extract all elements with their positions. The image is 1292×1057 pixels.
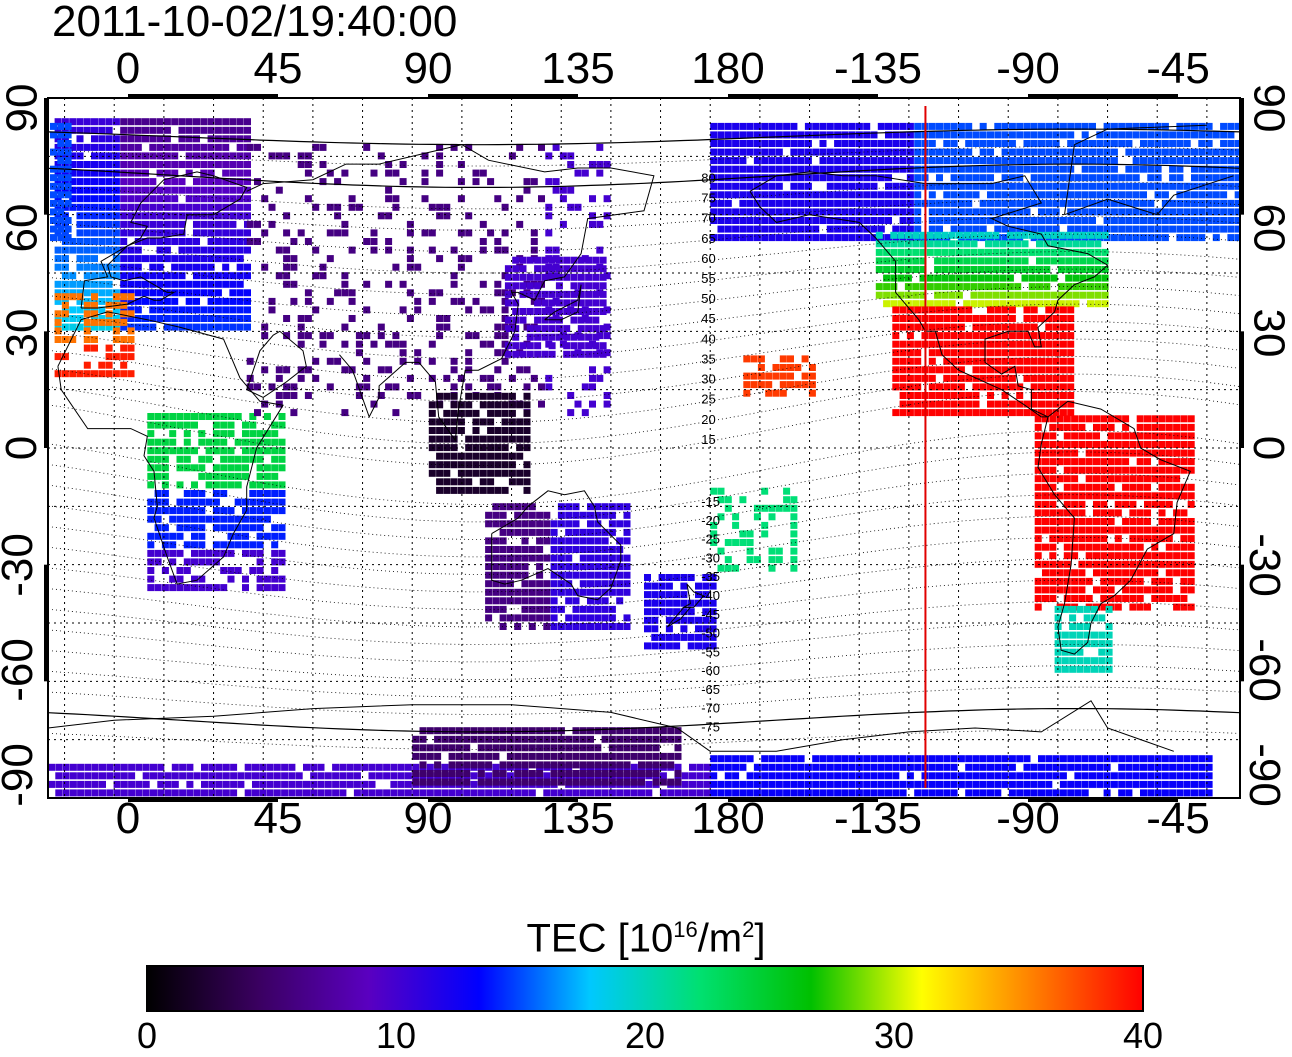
- lat-tick-left: 60: [0, 203, 47, 253]
- lon-tick-top: -90: [996, 44, 1060, 93]
- contour-label: -30: [701, 550, 720, 565]
- contour-label: -70: [701, 701, 720, 716]
- contour-label: 60: [701, 251, 715, 266]
- colorbar: [146, 965, 1144, 1012]
- colorbar-tick-label: 40: [1122, 1015, 1164, 1056]
- lat-tick-right: 30: [1244, 308, 1292, 358]
- contour-label: -75: [701, 719, 720, 734]
- lat-tick-right: 60: [1244, 203, 1292, 253]
- contour-label: 50: [701, 291, 715, 306]
- contour-label: -60: [701, 663, 720, 678]
- contour-label: 55: [701, 271, 715, 286]
- magnetic-latitude-contours: 80 75 70 65 60 55 50 45 40 35 30 25 20 15 -15 -20 -25 -30…: [48, 128, 1240, 750]
- lon-tick-top: 135: [541, 44, 615, 93]
- colorbar-label-exp1: 16: [673, 917, 698, 942]
- contour-label: -40: [701, 588, 720, 603]
- contour-label: -35: [701, 569, 720, 584]
- lon-tick-top: -45: [1146, 44, 1210, 93]
- graticule: [48, 98, 1240, 798]
- lat-tick-right: 0: [1244, 435, 1292, 461]
- colorbar-label-prefix: TEC [10: [526, 916, 674, 961]
- lon-tick-top: 180: [691, 44, 765, 93]
- contour-label: -50: [701, 626, 720, 641]
- colorbar-tick-label: 20: [624, 1015, 666, 1056]
- contour-label: -45: [701, 607, 720, 622]
- contour-label: 45: [701, 311, 715, 326]
- lat-tick-left: 90: [0, 83, 47, 133]
- contour-label: -55: [701, 644, 720, 659]
- lon-tick-top: 45: [253, 44, 303, 93]
- lon-tick-bottom: 0: [115, 794, 141, 843]
- contour-label: 40: [701, 331, 715, 346]
- colorbar-label-mid: /m: [697, 916, 743, 961]
- contour-label: -25: [701, 532, 720, 547]
- tec-data-layer: [48, 118, 1240, 797]
- contour-label: 75: [701, 191, 715, 206]
- lat-tick-left: 0: [0, 435, 47, 461]
- timestamp-title: 2011-10-02/19:40:00: [52, 0, 458, 46]
- lat-tick-right: -30: [1239, 533, 1289, 597]
- lon-tick-top: 0: [115, 44, 141, 93]
- contour-label: 25: [701, 392, 715, 407]
- colorbar-tick-label: 10: [375, 1015, 417, 1056]
- lon-tick-top: 90: [403, 44, 453, 93]
- lon-tick-bottom: -45: [1146, 794, 1210, 843]
- contour-label: 20: [701, 412, 715, 427]
- lon-tick-bottom: 45: [253, 794, 303, 843]
- colorbar-label-exp2: 2: [742, 917, 755, 942]
- contour-label: 80: [701, 170, 715, 185]
- contour-label: -20: [701, 513, 720, 528]
- contour-label: 35: [701, 351, 715, 366]
- contour-label: 30: [701, 372, 715, 387]
- contour-label: 15: [701, 432, 715, 447]
- contour-label: -15: [701, 494, 720, 509]
- contour-label: -65: [701, 682, 720, 697]
- lon-tick-bottom: 135: [541, 794, 615, 843]
- colorbar-tick-label: 0: [136, 1015, 158, 1056]
- map-frame-bars: [44, 94, 1244, 802]
- colorbar-tick-label: 30: [873, 1015, 915, 1056]
- lat-tick-right: -90: [1239, 743, 1289, 807]
- colorbar-label-suffix: ]: [754, 916, 766, 961]
- lat-tick-left: -60: [0, 638, 42, 702]
- lon-tick-top: -135: [833, 44, 923, 93]
- lat-tick-left: 30: [0, 308, 47, 358]
- colorbar-title: TEC [1016/m2]: [0, 906, 1292, 962]
- lat-tick-right: 90: [1244, 83, 1292, 133]
- lat-tick-left: -90: [0, 743, 42, 807]
- lon-tick-bottom: 90: [403, 794, 453, 843]
- contour-label: 70: [701, 211, 715, 226]
- lon-tick-bottom: 180: [691, 794, 765, 843]
- contour-label: 65: [701, 231, 715, 246]
- lon-tick-bottom: -135: [833, 794, 923, 843]
- lat-tick-left: -30: [0, 533, 42, 597]
- lat-tick-right: -60: [1239, 638, 1289, 702]
- lon-tick-bottom: -90: [996, 794, 1060, 843]
